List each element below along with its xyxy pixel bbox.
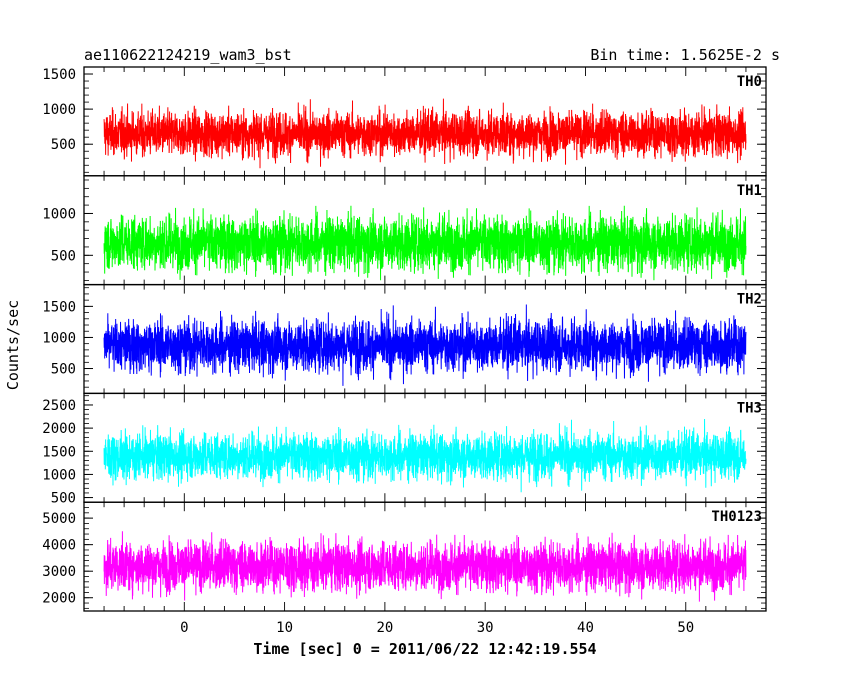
- y-tick-label: 1000: [42, 102, 76, 118]
- y-tick-label: 1500: [42, 67, 76, 83]
- series-th0123: [103, 531, 747, 602]
- y-tick-label: 1000: [42, 330, 76, 346]
- panel-label-th3: TH3: [737, 400, 762, 416]
- y-tick-label: 4000: [42, 538, 76, 554]
- y-tick-label: 500: [51, 491, 76, 507]
- y-tick-label: 2000: [42, 421, 76, 437]
- series-th2: [103, 304, 747, 386]
- x-tick-label: 0: [180, 620, 188, 636]
- y-tick-label: 1500: [42, 444, 76, 460]
- series-th0: [103, 98, 747, 169]
- x-tick-label: 50: [677, 620, 694, 636]
- y-tick-label: 5000: [42, 511, 76, 527]
- series-th1: [103, 205, 747, 281]
- x-tick-label: 20: [376, 620, 393, 636]
- y-tick-label: 1500: [42, 299, 76, 315]
- x-axis-label: Time [sec] 0 = 2011/06/22 12:42:19.554: [253, 640, 596, 658]
- y-tick-label: 2000: [42, 591, 76, 607]
- y-tick-label: 500: [51, 248, 76, 264]
- panel-label-th0: TH0: [737, 74, 762, 90]
- y-tick-label: 3000: [42, 564, 76, 580]
- y-tick-label: 500: [51, 137, 76, 153]
- x-tick-label: 40: [577, 620, 594, 636]
- y-axis-label: Counts/sec: [4, 300, 22, 390]
- x-tick-label: 10: [276, 620, 293, 636]
- y-tick-label: 500: [51, 362, 76, 378]
- chart-title: ae110622124219_wam3_bst: [84, 46, 292, 64]
- y-tick-label: 2500: [42, 398, 76, 414]
- bin-time-label: Bin time: 1.5625E-2 s: [590, 46, 780, 64]
- panel-label-th1: TH1: [737, 183, 762, 199]
- y-tick-label: 1000: [42, 467, 76, 483]
- panel-label-th2: TH2: [737, 292, 762, 308]
- series-th3: [103, 419, 747, 493]
- y-tick-label: 1000: [42, 206, 76, 222]
- x-tick-label: 30: [477, 620, 494, 636]
- panel-label-th0123: TH0123: [711, 509, 762, 525]
